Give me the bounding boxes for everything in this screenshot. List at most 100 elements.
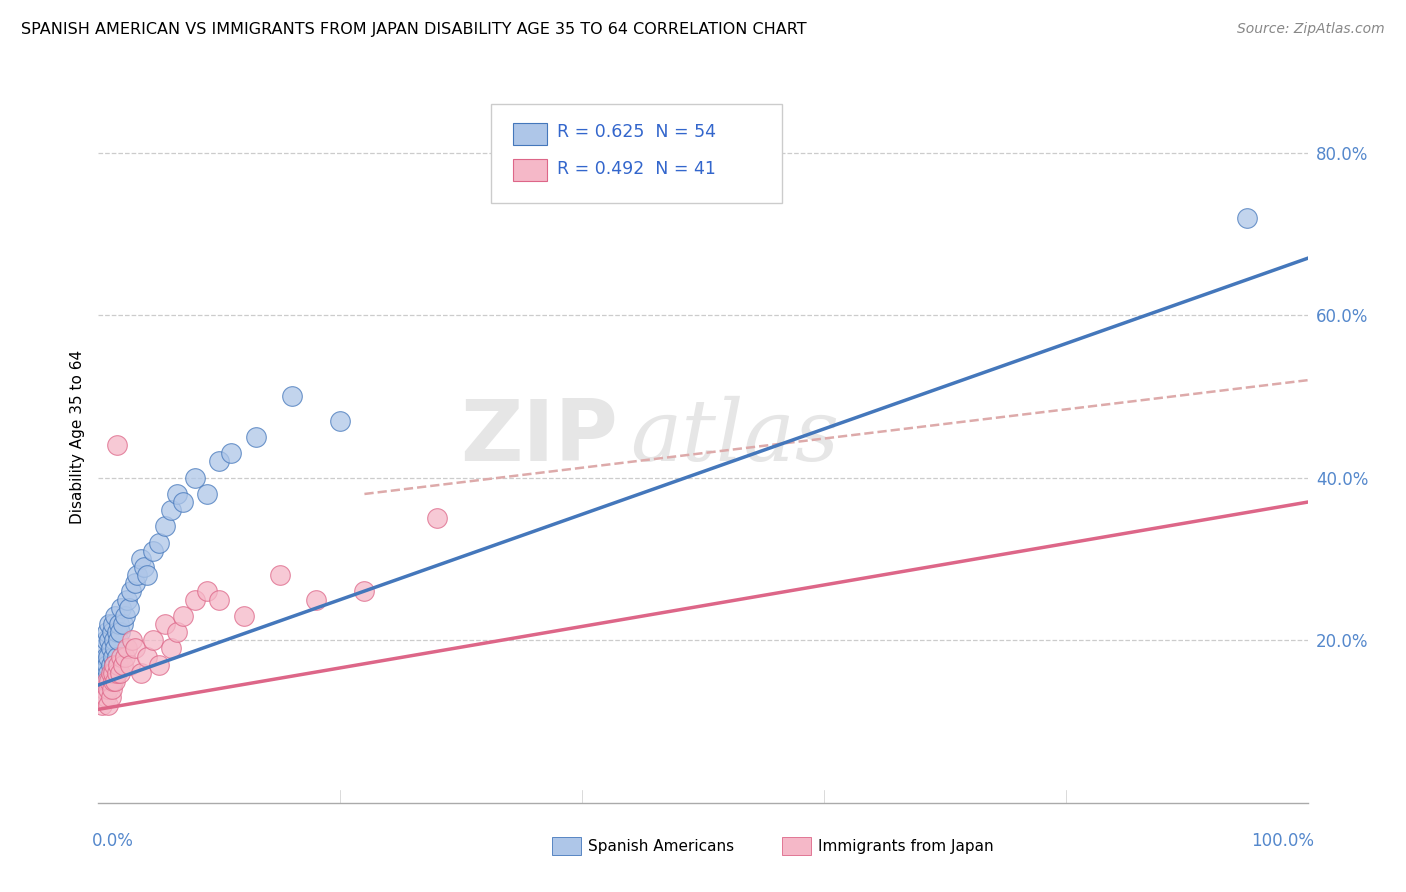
Point (100, 681, 122, 696)
FancyBboxPatch shape (492, 104, 782, 203)
Point (269, 568, 291, 582)
Point (96, 673, 118, 688)
Text: 0.0%: 0.0% (93, 832, 134, 850)
Point (100, 657, 122, 672)
Point (111, 617, 134, 632)
Point (142, 633, 165, 648)
Point (221, 446, 243, 460)
Point (110, 649, 132, 664)
Point (100, 625, 122, 640)
Point (97, 649, 120, 664)
Text: Spanish Americans: Spanish Americans (588, 839, 734, 855)
Point (110, 600, 132, 615)
Point (97, 665, 120, 680)
Point (93, 681, 115, 696)
Point (172, 495, 194, 509)
Text: Source: ZipAtlas.com: Source: ZipAtlas.com (1237, 22, 1385, 37)
Text: 100.0%: 100.0% (1250, 832, 1313, 850)
Point (107, 633, 129, 648)
Point (135, 649, 157, 664)
Text: R = 0.492  N = 41: R = 0.492 N = 41 (557, 160, 716, 178)
Point (98, 617, 121, 632)
Point (103, 633, 125, 648)
Point (148, 657, 170, 672)
Point (100, 665, 122, 680)
Point (98, 673, 121, 688)
Point (195, 584, 218, 599)
Point (114, 649, 136, 664)
Bar (551, 838, 581, 855)
Point (329, 414, 352, 428)
Point (107, 657, 129, 672)
Point (135, 568, 157, 582)
Point (104, 673, 127, 688)
Y-axis label: Disability Age 35 to 64: Disability Age 35 to 64 (69, 350, 84, 524)
Point (127, 568, 149, 582)
Point (104, 641, 127, 656)
Point (108, 617, 131, 632)
Point (118, 657, 141, 672)
Point (1236, 211, 1258, 225)
Point (93, 673, 115, 688)
Point (195, 487, 218, 501)
Point (121, 633, 143, 648)
Point (160, 641, 183, 656)
Point (93, 641, 115, 656)
Point (101, 673, 124, 688)
Point (91, 665, 114, 680)
Point (117, 641, 139, 656)
Point (426, 511, 449, 525)
Point (96, 625, 118, 640)
Point (105, 649, 128, 664)
Point (100, 641, 122, 656)
Point (305, 592, 328, 607)
Point (184, 471, 207, 485)
Point (108, 665, 131, 680)
Point (208, 592, 231, 607)
Text: ZIP: ZIP (461, 395, 619, 479)
Point (129, 665, 152, 680)
Point (97, 681, 120, 696)
Text: SPANISH AMERICAN VS IMMIGRANTS FROM JAPAN DISABILITY AGE 35 TO 64 CORRELATION CH: SPANISH AMERICAN VS IMMIGRANTS FROM JAPA… (21, 22, 807, 37)
Point (166, 625, 188, 640)
Point (353, 584, 375, 599)
Point (100, 690, 122, 705)
Point (120, 584, 142, 599)
Point (105, 625, 128, 640)
Point (124, 641, 146, 656)
Point (114, 608, 136, 623)
Point (101, 649, 124, 664)
Bar (782, 838, 811, 855)
Point (104, 608, 127, 623)
Point (98, 633, 121, 648)
Point (118, 600, 141, 615)
Point (184, 592, 207, 607)
Bar (513, 159, 547, 181)
Point (245, 430, 267, 444)
Point (124, 576, 146, 591)
Point (90, 681, 112, 696)
Point (100, 673, 122, 688)
Point (153, 519, 176, 533)
Point (111, 657, 134, 672)
Point (94, 690, 117, 705)
Point (97, 698, 120, 713)
Point (105, 438, 128, 452)
Point (103, 657, 125, 672)
Point (94, 633, 117, 648)
Point (142, 544, 165, 558)
Point (208, 454, 231, 468)
Point (117, 592, 139, 607)
Point (94, 649, 117, 664)
Point (160, 503, 183, 517)
Point (103, 657, 125, 672)
Point (105, 665, 128, 680)
Text: Immigrants from Japan: Immigrants from Japan (818, 839, 994, 855)
Text: R = 0.625  N = 54: R = 0.625 N = 54 (557, 123, 716, 141)
Point (96, 657, 118, 672)
Point (91, 657, 114, 672)
Point (101, 617, 124, 632)
Point (134, 560, 156, 574)
Point (148, 535, 170, 549)
Point (91, 698, 114, 713)
